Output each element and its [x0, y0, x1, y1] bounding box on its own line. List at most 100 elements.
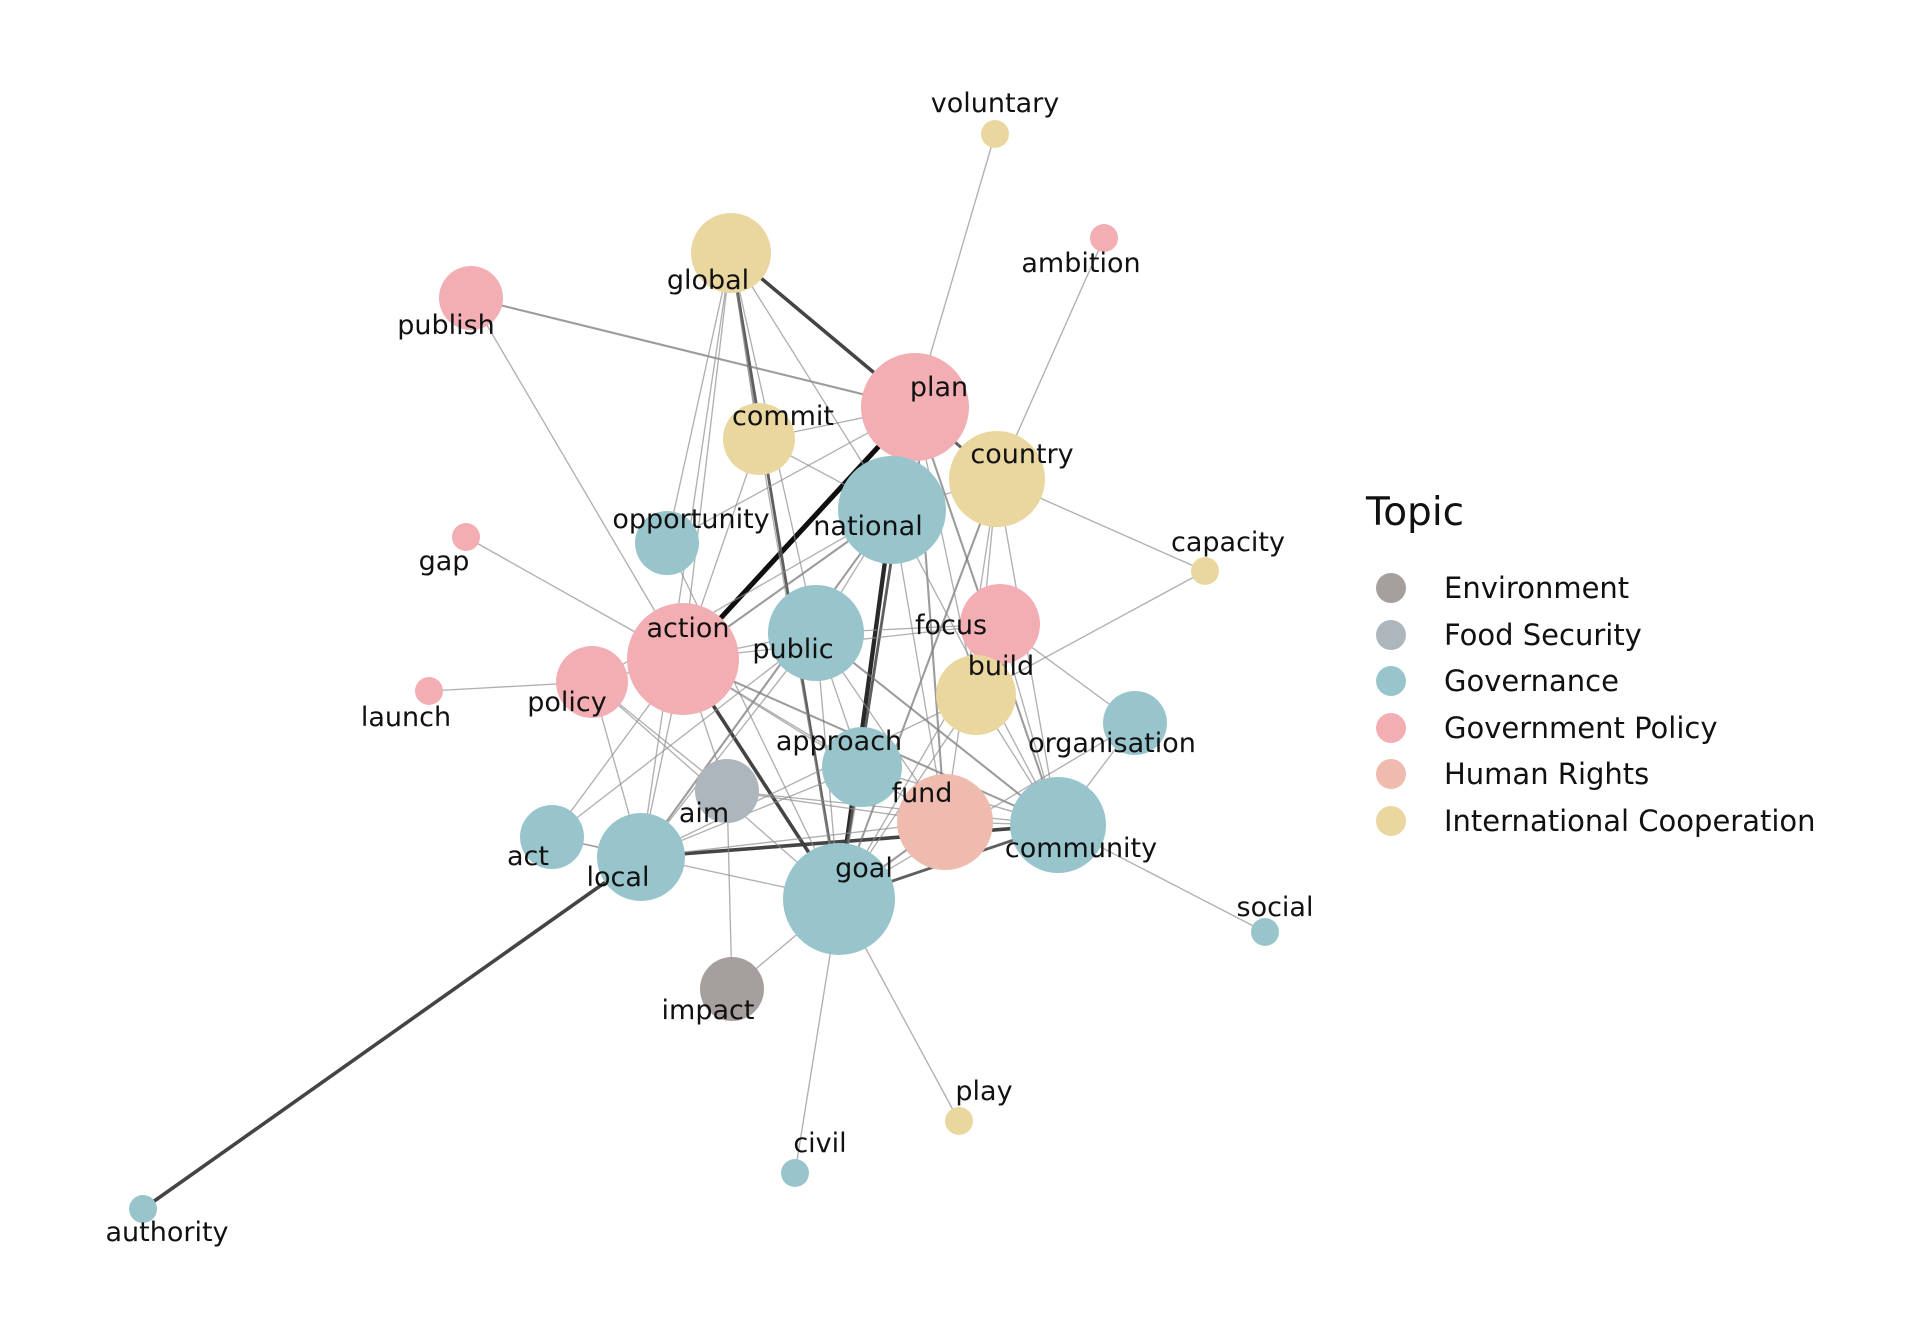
edge-local-authority: [141, 855, 643, 1211]
node-opportunity: [635, 511, 699, 575]
legend: Topic Environment Food Security Governance…: [1366, 490, 1816, 844]
legend-item: Food Security: [1366, 612, 1816, 659]
node-label-community: community: [1005, 833, 1157, 864]
edge-aim-community: [726, 790, 1059, 826]
node-label-build: build: [968, 651, 1034, 682]
node-label-organisation: organisation: [1028, 728, 1196, 759]
node-label-impact: impact: [662, 995, 755, 1026]
node-label-opportunity: opportunity: [612, 504, 769, 535]
legend-swatch: [1376, 712, 1406, 743]
edge-global-action: [682, 252, 732, 660]
legend-label: Governance: [1444, 664, 1619, 699]
edge-national-local: [640, 509, 893, 858]
edge-publish-action: [470, 297, 684, 660]
legend-title: Topic: [1366, 490, 1465, 535]
legend-label: Human Rights: [1444, 757, 1650, 792]
node-approach: [822, 727, 902, 807]
node-community: [1010, 777, 1106, 873]
node-label-civil: civil: [793, 1128, 846, 1159]
node-action: [627, 603, 739, 715]
node-label-commit: commit: [732, 401, 834, 432]
node-label-plan: plan: [910, 372, 968, 403]
legend-label: Food Security: [1444, 617, 1642, 652]
node-build: [936, 655, 1016, 735]
nodes-layer: [129, 120, 1279, 1223]
node-label-publish: publish: [397, 310, 495, 341]
edge-act-public: [551, 632, 817, 838]
node-local: [597, 813, 685, 901]
node-social: [1251, 918, 1279, 946]
node-label-country: country: [970, 439, 1073, 470]
node-label-gap: gap: [419, 546, 470, 577]
edge-opportunity-global: [666, 252, 732, 544]
legend-swatch: [1376, 666, 1406, 697]
node-label-local: local: [587, 862, 650, 893]
node-play: [945, 1107, 973, 1135]
node-impact: [700, 957, 764, 1021]
legend-swatch: [1376, 805, 1406, 836]
node-label-fund: fund: [892, 778, 953, 809]
legend-item: Governance: [1366, 658, 1816, 705]
legend-item: Environment: [1366, 565, 1816, 612]
node-label-policy: policy: [527, 687, 607, 718]
node-label-play: play: [955, 1076, 1012, 1107]
node-goal: [783, 843, 895, 955]
node-gap: [452, 523, 480, 551]
node-label-voluntary: voluntary: [931, 88, 1059, 119]
node-publish: [439, 266, 503, 330]
node-launch: [415, 677, 443, 705]
node-label-action: action: [646, 613, 729, 644]
node-act: [520, 805, 584, 869]
node-label-launch: launch: [361, 702, 451, 733]
edge-build-capacity: [975, 570, 1206, 696]
node-commit: [723, 403, 795, 475]
edge-opportunity-goal: [666, 542, 840, 900]
node-voluntary: [981, 120, 1009, 148]
node-label-global: global: [667, 265, 749, 296]
legend-item: International Cooperation: [1366, 798, 1816, 845]
legend-swatch: [1376, 759, 1406, 790]
edge-aim-impact: [726, 790, 733, 990]
edge-fund-local: [640, 821, 946, 858]
node-label-capacity: capacity: [1171, 527, 1285, 558]
legend-label: Government Policy: [1444, 710, 1718, 745]
node-public: [768, 585, 864, 681]
node-label-public: public: [752, 634, 833, 665]
legend-swatch: [1376, 573, 1406, 604]
node-label-act: act: [507, 841, 549, 872]
legend-item: Government Policy: [1366, 705, 1816, 752]
legend-swatch: [1376, 619, 1406, 650]
node-ambition: [1090, 224, 1118, 252]
node-label-approach: approach: [776, 726, 902, 757]
node-focus: [960, 584, 1040, 664]
node-label-authority: authority: [105, 1217, 228, 1248]
node-organisation: [1103, 691, 1167, 755]
node-label-aim: aim: [679, 798, 729, 829]
legend-label: Environment: [1444, 571, 1630, 606]
node-label-national: national: [813, 511, 922, 542]
node-policy: [556, 646, 628, 718]
node-label-focus: focus: [915, 610, 987, 641]
node-plan: [861, 353, 969, 461]
edge-country-goal: [838, 478, 998, 900]
edge-global-goal: [729, 252, 841, 900]
edge-action-plan: [681, 405, 917, 661]
edge-build-local: [640, 694, 977, 858]
node-fund: [897, 774, 993, 870]
edge-publish-plan: [470, 296, 916, 409]
node-civil: [781, 1159, 809, 1187]
node-authority: [129, 1195, 157, 1223]
node-label-ambition: ambition: [1021, 248, 1140, 279]
legend-items: Environment Food Security Governance Govern…: [1366, 565, 1816, 844]
node-aim: [695, 759, 759, 823]
legend-item: Human Rights: [1366, 751, 1816, 798]
node-country: [949, 431, 1045, 527]
node-capacity: [1191, 557, 1219, 585]
node-national: [838, 456, 946, 564]
labels-layer: voluntary ambition global publish plan commit…: [105, 88, 1313, 1248]
node-global: [691, 213, 771, 293]
node-label-goal: goal: [835, 853, 893, 884]
legend-label: International Cooperation: [1444, 803, 1816, 838]
node-label-social: social: [1237, 892, 1314, 923]
